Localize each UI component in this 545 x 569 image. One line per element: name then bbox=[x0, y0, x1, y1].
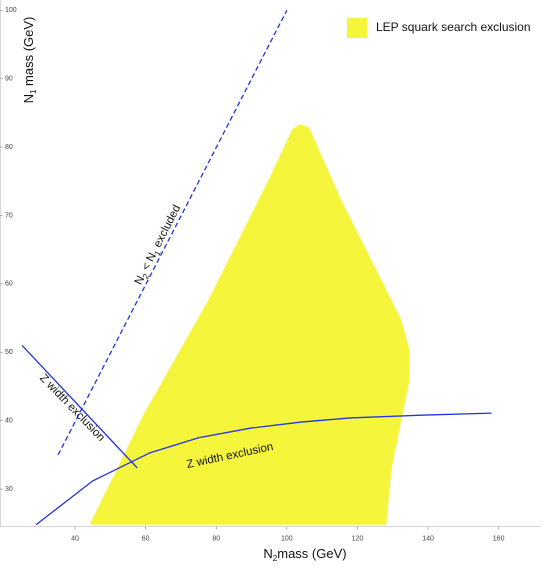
y-tick-label: 60 bbox=[5, 281, 13, 288]
curve bbox=[35, 412, 492, 526]
x-tick-label: 100 bbox=[281, 536, 293, 543]
y-tick-label: 40 bbox=[5, 418, 13, 425]
curve bbox=[21, 344, 138, 469]
y-tick-label: 100 bbox=[5, 7, 17, 14]
subscript: 2 bbox=[141, 272, 151, 281]
text-part: Z width exclusion bbox=[37, 372, 107, 444]
text-part: N bbox=[21, 94, 36, 103]
y-tick-label: 50 bbox=[5, 349, 13, 356]
x-tick-label: 120 bbox=[352, 536, 364, 543]
text-part: mass (GeV) bbox=[21, 17, 36, 90]
dashed-line bbox=[57, 9, 288, 456]
annotation: Z width exclusion bbox=[37, 372, 107, 444]
legend-swatch bbox=[347, 18, 367, 38]
text-part: excluded bbox=[150, 203, 183, 252]
x-tick-label: 80 bbox=[212, 536, 220, 543]
y-tick-label: 70 bbox=[5, 212, 13, 219]
exclusion-region bbox=[90, 124, 410, 525]
y-tick-label: 90 bbox=[5, 76, 13, 83]
x-axis-label: N2mass (GeV) bbox=[263, 546, 346, 563]
x-tick-label: 160 bbox=[493, 536, 505, 543]
y-tick-label: 80 bbox=[5, 144, 13, 151]
annotation: N2 < N1 excluded bbox=[133, 203, 185, 288]
x-tick-label: 60 bbox=[142, 536, 150, 543]
y-axis-label: N1 mass (GeV) bbox=[21, 17, 38, 104]
y-tick-label: 30 bbox=[5, 486, 13, 493]
subscript: 1 bbox=[153, 249, 163, 258]
legend-label: LEP squark search exclusion bbox=[376, 20, 531, 34]
x-tick-label: 140 bbox=[422, 536, 434, 543]
text-part: mass (GeV) bbox=[277, 546, 346, 561]
text-part: N bbox=[263, 546, 272, 561]
x-tick-label: 40 bbox=[71, 536, 79, 543]
subscript: 1 bbox=[29, 89, 38, 94]
subscript: 2 bbox=[273, 554, 278, 563]
